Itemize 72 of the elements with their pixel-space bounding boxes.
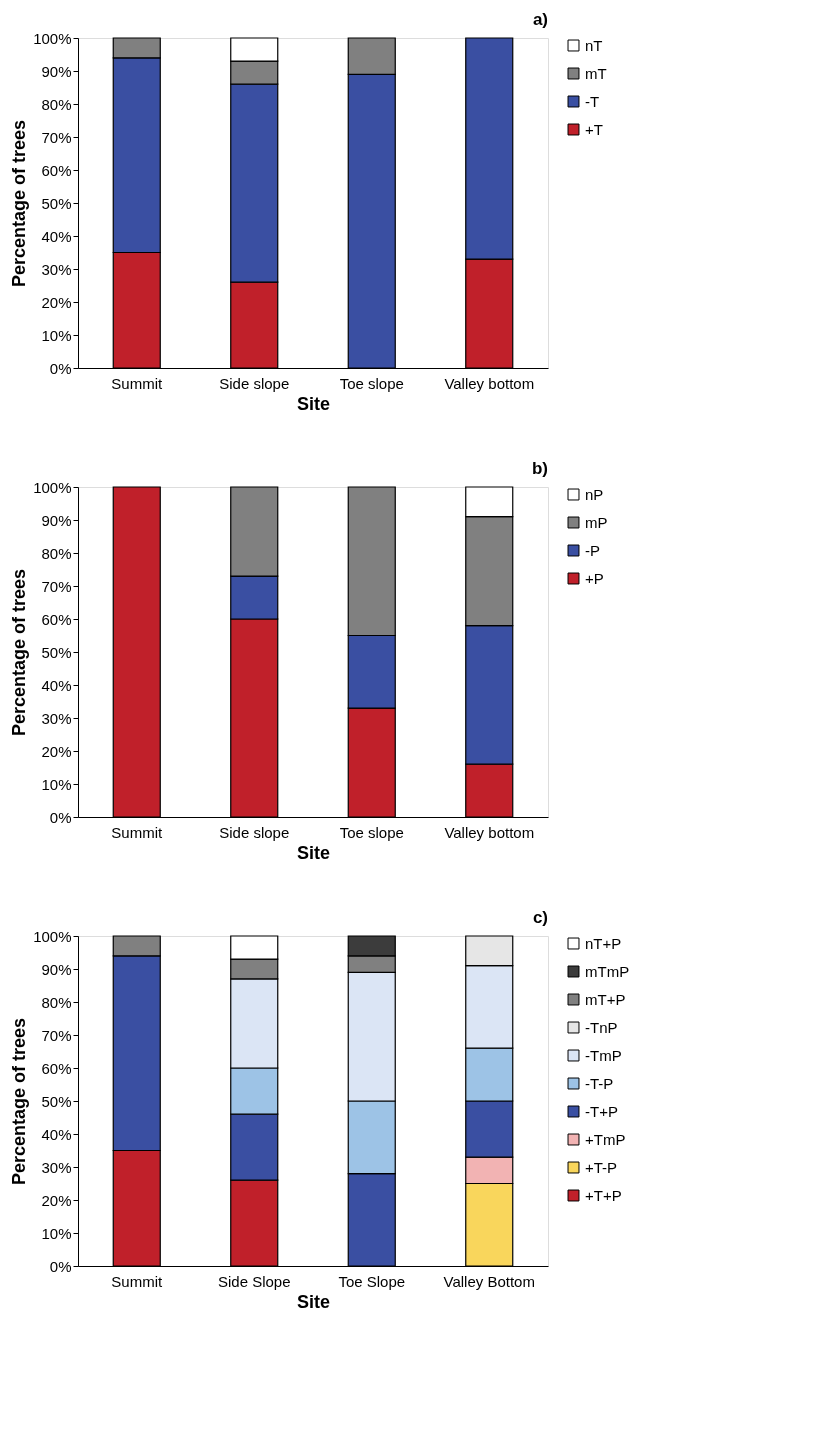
y-tick-label: 20%: [41, 742, 72, 760]
x-tick-label: Valley bottom: [444, 374, 535, 392]
y-tick-label: 100%: [33, 29, 72, 47]
legend-label: -T-P: [585, 1074, 614, 1092]
legend-label: mT: [585, 64, 607, 82]
y-axis-title: Percentage of trees: [9, 568, 30, 737]
legend-label: -TnP: [585, 1018, 618, 1036]
legend-label: nT: [585, 36, 603, 54]
chart-title: a): [532, 10, 548, 29]
legend-label: +T: [585, 120, 603, 138]
x-axis-title: Site: [296, 842, 331, 863]
x-tick-label: Valley bottom: [444, 823, 535, 841]
y-tick-label: 0%: [49, 1257, 72, 1275]
y-tick-label: 10%: [41, 1224, 72, 1242]
legend-label: mP: [585, 513, 608, 531]
legend-label: +TmP: [585, 1130, 626, 1148]
y-tick-label: 60%: [41, 610, 72, 628]
y-tick-label: 40%: [41, 227, 72, 245]
legend-label: +P: [585, 569, 604, 587]
x-axis-title: Site: [296, 393, 331, 414]
legend-label: +T+P: [585, 1186, 622, 1204]
y-tick-label: 40%: [41, 676, 72, 694]
y-tick-label: 30%: [41, 1158, 72, 1176]
legend-label: mT+P: [585, 990, 626, 1008]
x-tick-label: Side slope: [219, 374, 290, 392]
x-tick-label: Valley Bottom: [443, 1272, 535, 1290]
y-tick-label: 80%: [41, 544, 72, 562]
y-tick-label: 30%: [41, 709, 72, 727]
y-tick-label: 10%: [41, 775, 72, 793]
y-tick-label: 60%: [41, 161, 72, 179]
y-tick-label: 80%: [41, 993, 72, 1011]
x-tick-label: Summit: [111, 823, 163, 841]
x-tick-label: Toe slope: [339, 374, 404, 392]
legend-label: -P: [585, 541, 600, 559]
x-axis-title: Site: [296, 1291, 331, 1312]
y-tick-label: 30%: [41, 260, 72, 278]
x-tick-label: Toe Slope: [338, 1272, 406, 1290]
y-tick-label: 60%: [41, 1059, 72, 1077]
x-tick-label: Toe slope: [339, 823, 404, 841]
y-tick-label: 10%: [41, 326, 72, 344]
x-tick-label: Side slope: [219, 823, 290, 841]
legend-label: nT+P: [585, 934, 622, 952]
y-tick-label: 20%: [41, 293, 72, 311]
chart-title: c): [532, 908, 548, 927]
y-tick-label: 70%: [41, 128, 72, 146]
y-tick-label: 50%: [41, 194, 72, 212]
chart-title: b): [531, 459, 548, 478]
y-axis-title: Percentage of trees: [9, 119, 30, 288]
y-tick-label: 40%: [41, 1125, 72, 1143]
y-tick-label: 100%: [33, 478, 72, 496]
legend-label: -T: [585, 92, 600, 110]
y-tick-label: 80%: [41, 95, 72, 113]
y-tick-label: 20%: [41, 1191, 72, 1209]
x-tick-label: Summit: [111, 374, 163, 392]
legend-label: -TmP: [585, 1046, 622, 1064]
y-tick-label: 90%: [41, 511, 72, 529]
y-tick-label: 100%: [33, 927, 72, 945]
legend-label: nP: [585, 485, 604, 503]
y-tick-label: 0%: [49, 359, 72, 377]
legend-label: mTmP: [585, 962, 630, 980]
y-tick-label: 0%: [49, 808, 72, 826]
legend-label: +T-P: [585, 1158, 618, 1176]
legend-label: -T+P: [585, 1102, 618, 1120]
x-tick-label: Side Slope: [217, 1272, 291, 1290]
y-tick-label: 90%: [41, 62, 72, 80]
x-tick-label: Summit: [111, 1272, 163, 1290]
y-tick-label: 70%: [41, 577, 72, 595]
y-tick-label: 70%: [41, 1026, 72, 1044]
y-tick-label: 50%: [41, 1092, 72, 1110]
y-axis-title: Percentage of trees: [9, 1017, 30, 1186]
y-tick-label: 50%: [41, 643, 72, 661]
y-tick-label: 90%: [41, 960, 72, 978]
